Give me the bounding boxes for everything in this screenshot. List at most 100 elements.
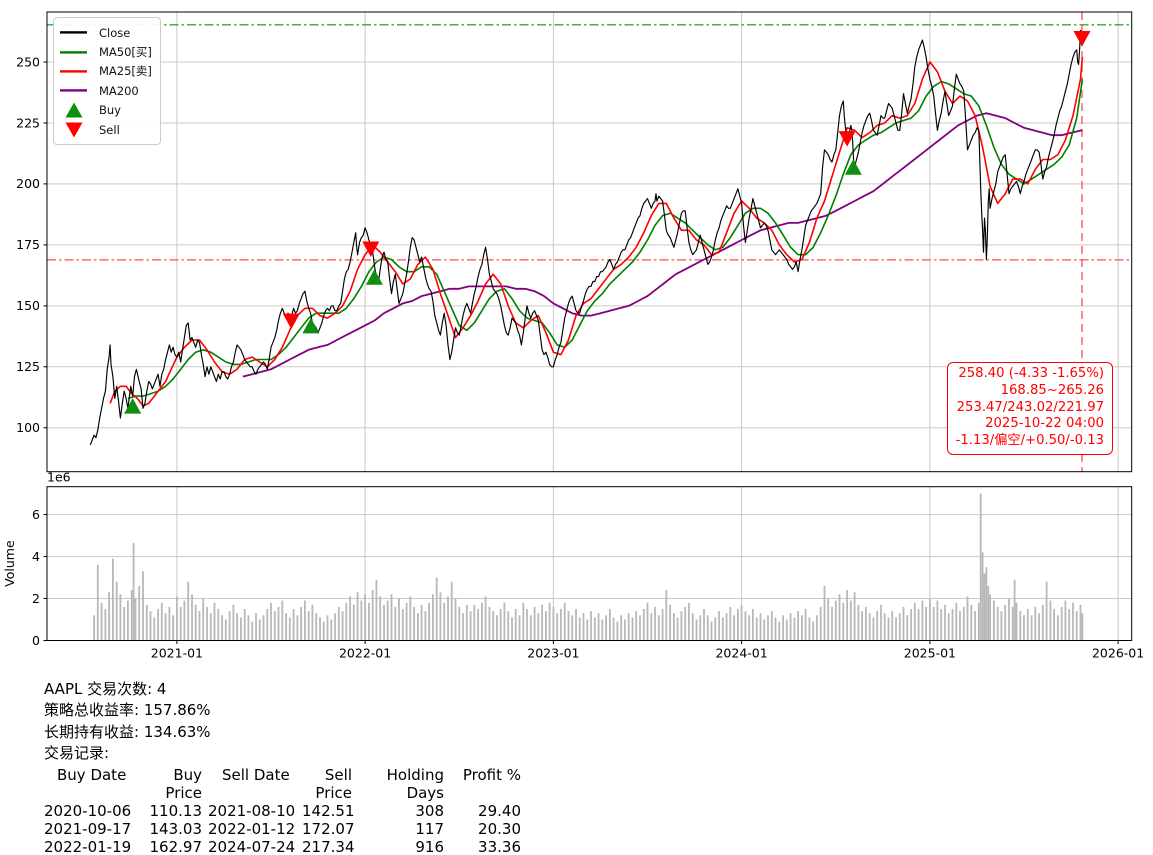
strategy-return-line: 策略总收益率: 157.86% <box>44 701 211 720</box>
sell-date-cell: 2021-08-10 <box>208 802 296 821</box>
legend: Close MA50[买] MA25[卖] MA200 Buy Sell <box>53 17 161 146</box>
volume-bars <box>93 493 1084 641</box>
sell-marker <box>1073 31 1091 47</box>
trade-log-title: 交易记录: <box>44 744 110 763</box>
buy-marker <box>124 398 142 414</box>
ma25-line-swatch <box>60 69 87 74</box>
x-tick-labels: 2021-01 2022-01 2023-01 2024-01 2025-01 2026-… <box>151 640 1144 661</box>
sell-marker <box>282 313 300 330</box>
summary-panel: AAPL 交易次数: 4 策略总收益率: 157.86% 长期持有收益: 134… <box>44 679 521 855</box>
volume-offset-label: 1e6 <box>47 470 71 485</box>
trade-table: Buy Date Buy Price Sell Date Sell Price … <box>44 766 521 855</box>
hold-return-line: 长期持有收益: 134.63% <box>44 722 211 741</box>
sell-date-cell: 2024-07-24 <box>208 838 296 855</box>
y-tick-label: 6 <box>32 507 40 522</box>
x-tick-label: 2023-01 <box>527 646 579 661</box>
price-plot-y-tick-labels: 100 125 150 175 200 225 250 <box>16 54 47 435</box>
y-tick-label: 2 <box>32 591 40 606</box>
buy-price-cell: 143.03 <box>149 820 203 839</box>
buy-marker <box>365 269 383 285</box>
trade-row: 2020-10-06 110.13 2021-08-10 142.51 308 … <box>44 802 521 820</box>
y-tick-label: 100 <box>16 420 40 435</box>
legend-item-ma25: MA25[卖] <box>60 62 154 81</box>
x-tick-label: 2025-01 <box>904 646 956 661</box>
price-annotation: 258.40 (-4.33 -1.65%) 168.85~265.26 253.… <box>946 362 1113 455</box>
profit-cell: 33.36 <box>478 838 521 855</box>
legend-item-sell: Sell <box>60 120 154 139</box>
trade-table-header: Buy Date Buy Price Sell Date Sell Price … <box>44 766 521 802</box>
sell-price-cell: 142.51 <box>302 802 355 821</box>
trade-count-line: AAPL 交易次数: 4 <box>44 680 167 698</box>
volume-axis-label: Volume <box>2 540 17 587</box>
x-tick-label: 2022-01 <box>339 646 391 661</box>
annotation-signals: -1.13/偏空/+0.50/-0.13 <box>955 433 1104 449</box>
trade-row: 2021-09-17 143.03 2022-01-12 172.07 117 … <box>44 820 521 838</box>
holding-days-cell: 117 <box>415 820 444 839</box>
sell-price-cell: 172.07 <box>302 820 355 839</box>
y-tick-label: 0 <box>32 633 40 648</box>
sell-price-cell: 217.34 <box>302 838 355 855</box>
close-line-swatch <box>60 30 87 35</box>
ma200-line-swatch <box>60 88 87 93</box>
col-header-buy-price: Buy Price <box>165 765 202 802</box>
annotation-price-change: 258.40 (-4.33 -1.65%) <box>958 366 1104 381</box>
col-header-holding-days: Holding Days <box>386 765 444 802</box>
holding-days-cell: 916 <box>415 838 444 855</box>
y-tick-label: 250 <box>16 54 40 69</box>
y-tick-label: 175 <box>16 237 40 252</box>
volume-plot-grid <box>47 486 1132 641</box>
x-tick-label: 2021-01 <box>151 646 203 661</box>
buy-marker <box>844 159 862 175</box>
sell-marker <box>362 241 380 257</box>
y-tick-label: 125 <box>16 359 40 374</box>
y-tick-label: 225 <box>16 115 40 130</box>
buy-date-cell: 2022-01-19 <box>44 838 132 855</box>
ma200-line <box>242 112 1083 378</box>
volume-plot-y-tick-labels: 0 2 4 6 <box>32 507 47 648</box>
col-header-profit: Profit % <box>462 765 521 784</box>
annotation-datetime: 2025-10-22 04:00 <box>985 416 1104 432</box>
annotation-ma-values: 253.47/243.02/221.97 <box>956 399 1104 415</box>
ma25-line <box>109 57 1084 407</box>
ma50-line <box>127 78 1084 400</box>
sell-marker <box>838 131 856 147</box>
holding-days-cell: 308 <box>415 802 444 821</box>
profit-cell: 20.30 <box>478 820 521 839</box>
buy-price-cell: 110.13 <box>149 802 203 821</box>
legend-label: Close <box>99 25 131 40</box>
y-tick-label: 4 <box>32 549 40 564</box>
profit-cell: 29.40 <box>478 802 521 821</box>
y-tick-label: 150 <box>16 298 40 313</box>
ma50-line-swatch <box>60 50 87 55</box>
legend-label: MA200 <box>99 83 139 98</box>
buy-marker <box>302 317 320 334</box>
legend-item-ma200: MA200 <box>60 81 154 100</box>
y-tick-label: 200 <box>16 176 40 191</box>
volume-plot-border <box>46 486 1133 642</box>
legend-label: Sell <box>99 122 120 137</box>
buy-triangle-icon <box>60 102 87 119</box>
col-header-sell-price: Sell Price <box>315 765 352 802</box>
legend-label: MA25[卖] <box>99 64 152 79</box>
buy-price-cell: 162.97 <box>149 838 203 855</box>
trade-row: 2022-01-19 162.97 2024-07-24 217.34 916 … <box>44 838 521 855</box>
close-line <box>89 29 1083 446</box>
legend-item-buy: Buy <box>60 101 154 120</box>
sell-triangle-icon <box>60 121 87 138</box>
legend-label: MA50[买] <box>99 45 152 60</box>
col-header-sell-date: Sell Date <box>222 765 290 784</box>
x-tick-label: 2026-01 <box>1092 646 1144 661</box>
legend-label: Buy <box>99 103 121 118</box>
x-tick-label: 2024-01 <box>715 646 767 661</box>
price-plot-border <box>46 11 1133 473</box>
legend-item-ma50: MA50[买] <box>60 42 154 61</box>
annotation-range: 168.85~265.26 <box>1000 382 1104 398</box>
sell-date-cell: 2022-01-12 <box>208 820 296 839</box>
buy-date-cell: 2020-10-06 <box>44 802 132 821</box>
col-header-buy-date: Buy Date <box>57 765 127 784</box>
price-plot-grid <box>47 12 1132 472</box>
legend-item-close: Close <box>60 23 154 42</box>
buy-date-cell: 2021-09-17 <box>44 820 132 839</box>
